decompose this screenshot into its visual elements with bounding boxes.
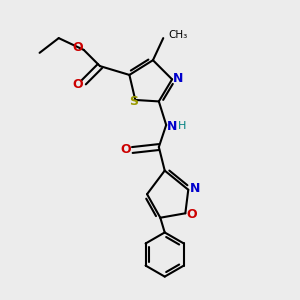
Text: H: H — [177, 121, 186, 131]
Text: N: N — [167, 120, 177, 133]
Text: N: N — [173, 72, 184, 85]
Text: O: O — [72, 41, 83, 54]
Text: CH₃: CH₃ — [169, 30, 188, 40]
Text: S: S — [129, 95, 138, 108]
Text: O: O — [121, 143, 131, 157]
Text: O: O — [72, 78, 83, 91]
Text: O: O — [187, 208, 197, 221]
Text: N: N — [190, 182, 200, 195]
